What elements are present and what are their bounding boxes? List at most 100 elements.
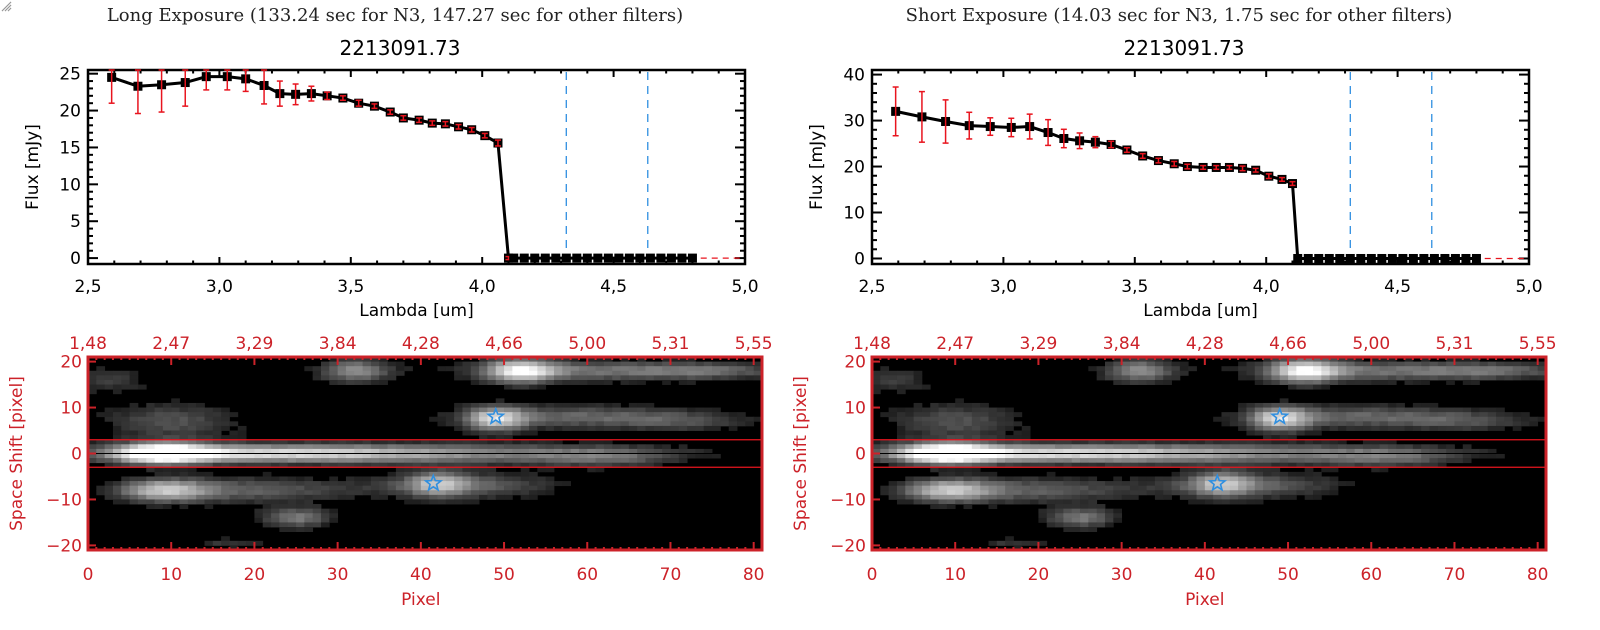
image-pixel — [695, 448, 705, 454]
image-pixel — [1279, 490, 1289, 496]
image-pixel — [1321, 448, 1331, 454]
image-pixel — [345, 375, 355, 381]
image-pixel — [196, 462, 205, 468]
image-pixel — [329, 490, 339, 496]
image-pixel — [1313, 361, 1322, 367]
image-pixel — [362, 361, 372, 367]
image-pixel — [296, 485, 305, 491]
image-pixel — [1412, 458, 1422, 464]
image-pixel — [121, 453, 131, 459]
image-pixel — [562, 458, 572, 464]
image-pixel — [1271, 467, 1281, 473]
image-pixel — [271, 458, 280, 464]
image-pixel — [512, 425, 522, 431]
image-pixel — [329, 458, 339, 464]
image-pixel — [1254, 462, 1264, 468]
image-pixel — [1313, 485, 1322, 491]
image-pixel — [504, 485, 513, 491]
image-pixel — [1263, 357, 1272, 362]
image-pixel — [913, 494, 923, 500]
image-pixel — [520, 379, 530, 385]
image-pixel — [1304, 425, 1314, 431]
image-pixel — [963, 402, 973, 408]
image-pixel — [603, 370, 613, 376]
image-pixel — [470, 462, 480, 468]
image-pixel — [971, 494, 981, 500]
image-pixel — [1304, 439, 1314, 445]
image-pixel — [196, 494, 205, 500]
image-pixel — [687, 370, 696, 376]
image-pixel — [603, 379, 613, 385]
image-pixel — [1396, 458, 1405, 464]
image-pixel — [529, 494, 538, 500]
image-pixel — [562, 379, 572, 385]
image-pixel — [1138, 458, 1147, 464]
image-pixel — [1163, 494, 1172, 500]
image-pixel — [262, 444, 272, 450]
image-pixel — [88, 379, 97, 385]
x-tick-label: 70 — [1444, 565, 1466, 585]
image-pixel — [695, 425, 705, 431]
data-point — [1303, 253, 1313, 263]
image-pixel — [504, 402, 513, 408]
image-pixel — [262, 471, 272, 477]
resize-grip-icon[interactable] — [0, 0, 12, 12]
image-pixel — [470, 467, 480, 473]
image-pixel — [1171, 458, 1181, 464]
image-pixel — [537, 490, 547, 496]
image-pixel — [420, 439, 430, 445]
image-pixel — [896, 481, 906, 487]
top-x-tick-label: 1,48 — [853, 334, 891, 354]
image-pixel — [287, 453, 297, 459]
image-pixel — [387, 481, 397, 487]
image-pixel — [362, 379, 372, 385]
image-pixel — [1196, 481, 1206, 487]
image-pixel — [587, 375, 596, 381]
image-pixel — [1221, 462, 1231, 468]
image-pixel — [404, 471, 413, 477]
y-axis-label: Space Shift [pixel] — [7, 376, 27, 531]
image-pixel — [1362, 402, 1372, 408]
image-pixel — [1337, 416, 1347, 422]
image-pixel — [462, 361, 472, 367]
image-pixel — [1279, 485, 1289, 491]
image-pixel — [1263, 412, 1272, 418]
image-pixel — [1296, 485, 1306, 491]
image-pixel — [162, 458, 172, 464]
image-pixel — [387, 453, 397, 459]
image-pixel — [1213, 444, 1222, 450]
image-pixel — [187, 439, 197, 445]
image-pixel — [1071, 458, 1081, 464]
image-pixel — [537, 416, 547, 422]
image-pixel — [930, 481, 939, 487]
image-pixel — [312, 485, 322, 491]
image-pixel — [204, 412, 214, 418]
image-pixel — [1171, 481, 1181, 487]
image-pixel — [1005, 494, 1014, 500]
image-pixel — [354, 357, 363, 362]
image-pixel — [204, 504, 214, 510]
image-pixel — [1229, 494, 1239, 500]
image-pixel — [304, 453, 314, 459]
image-pixel — [1204, 481, 1214, 487]
image-pixel — [603, 357, 613, 362]
image-pixel — [1304, 476, 1314, 482]
image-pixel — [1088, 490, 1098, 496]
image-pixel — [1496, 416, 1505, 422]
image-pixel — [1154, 458, 1164, 464]
image-pixel — [1529, 361, 1539, 367]
image-pixel — [1138, 379, 1147, 385]
image-pixel — [520, 444, 530, 450]
image-pixel — [387, 439, 397, 445]
image-pixel — [1030, 448, 1039, 454]
image-pixel — [921, 499, 931, 505]
image-pixel — [437, 462, 447, 468]
image-pixel — [479, 379, 488, 385]
image-pixel — [129, 453, 139, 459]
image-pixel — [1462, 370, 1472, 376]
image-pixel — [963, 458, 973, 464]
image-pixel — [913, 462, 923, 468]
image-pixel — [1013, 439, 1023, 445]
image-pixel — [678, 379, 688, 385]
image-pixel — [1496, 375, 1505, 381]
